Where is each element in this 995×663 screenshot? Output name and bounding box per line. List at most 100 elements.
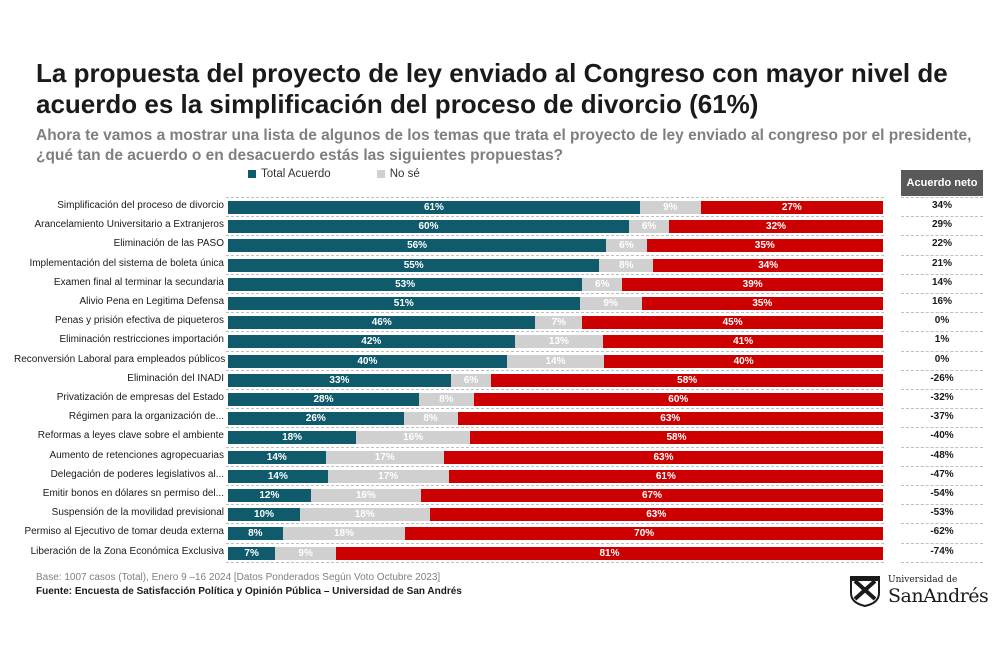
chart-row: Emitir bonos en dólares sn permiso del..… <box>0 485 995 505</box>
bar-value-label: 17% <box>378 470 399 482</box>
category-label: Privatización de empresas del Estado <box>56 392 224 403</box>
category-label: Arancelamiento Universitario a Extranjer… <box>34 219 224 231</box>
bar-segment-no-se: 17% <box>325 450 444 464</box>
bar-value-label: 42% <box>361 336 382 348</box>
bar-value-label: 58% <box>677 374 698 386</box>
stacked-bar: 10% 18% 63% <box>228 508 883 522</box>
stacked-bar: 46% 7% 45% <box>228 316 883 330</box>
bar-segment-no-se: 9% <box>275 546 337 560</box>
bar-segment-no-se: 6% <box>582 277 623 291</box>
category-label: Régimen para la organización de... <box>68 411 224 423</box>
row-divider <box>226 446 884 448</box>
bar-segment-no-se: 8% <box>419 393 474 406</box>
net-row-divider <box>901 523 983 525</box>
bar-segment-desacuerdo: 70% <box>405 527 883 541</box>
net-agreement-header: Acuerdo neto <box>901 170 983 196</box>
bar-value-label: 10% <box>253 509 274 521</box>
net-row-divider <box>901 273 983 275</box>
category-label: Liberación de la Zona Económica Exclusiv… <box>30 545 224 557</box>
row-divider <box>226 542 884 544</box>
net-agreement-value: -26% <box>930 372 954 384</box>
bar-value-label: 9% <box>603 298 618 309</box>
bar-segment-desacuerdo: 61% <box>448 469 883 483</box>
net-row-divider <box>901 542 983 544</box>
chart-row: Reconversión Laboral para empleados públ… <box>0 350 995 371</box>
bar-value-label: 14% <box>545 355 566 367</box>
category-label: Alivio Pena en Legitima Defensa <box>79 296 224 307</box>
category-label: Emitir bonos en dólares sn permiso del..… <box>42 488 224 499</box>
bar-value-label: 9% <box>298 547 313 559</box>
bar-value-label: 55% <box>403 259 424 271</box>
bar-segment-no-se: 9% <box>579 297 642 310</box>
bar-segment-total-acuerdo: 60% <box>228 220 630 234</box>
bar-segment-no-se: 14% <box>506 354 605 368</box>
base-note: Base: 1007 casos (Total), Enero 9 –16 20… <box>36 572 441 583</box>
bar-value-label: 18% <box>333 528 354 540</box>
bar-segment-desacuerdo: 35% <box>646 239 883 253</box>
bar-segment-total-acuerdo: 14% <box>228 469 328 483</box>
bar-segment-no-se: 16% <box>356 431 471 445</box>
net-row-divider <box>901 446 983 448</box>
bar-value-label: 51% <box>393 298 414 309</box>
category-label: Penas y prisión efectiva de piqueteros <box>55 315 224 327</box>
category-label: Delegación de poderes legislativos al... <box>50 468 224 480</box>
bar-segment-total-acuerdo: 56% <box>228 239 607 253</box>
bar-segment-total-acuerdo: 55% <box>228 258 600 272</box>
university-name-line1: Universidad de <box>888 575 958 585</box>
bar-segment-total-acuerdo: 12% <box>228 489 311 502</box>
chart-row: Delegación de poderes legislativos al...… <box>0 465 995 486</box>
net-row-divider <box>901 485 983 486</box>
bar-value-label: 18% <box>282 432 303 444</box>
bar-value-label: 28% <box>313 394 334 405</box>
stacked-bar: 61% 9% 27% <box>228 201 883 214</box>
bar-value-label: 6% <box>595 278 610 290</box>
net-row-divider <box>901 408 983 410</box>
stacked-bar: 26% 8% 63% <box>228 412 883 426</box>
chart-title: La propuesta del proyecto de ley enviado… <box>36 58 948 119</box>
net-agreement-value: -62% <box>930 526 954 538</box>
net-row-divider <box>901 504 983 506</box>
bar-value-label: 17% <box>374 451 395 463</box>
stacked-bar: 14% 17% 63% <box>228 450 883 464</box>
bar-segment-no-se: 7% <box>535 316 583 330</box>
bar-segment-total-acuerdo: 26% <box>228 412 404 426</box>
net-agreement-value: 1% <box>934 334 950 346</box>
bar-segment-total-acuerdo: 40% <box>228 354 507 368</box>
row-divider <box>226 254 884 256</box>
net-row-divider <box>901 293 983 294</box>
stacked-bar: 28% 8% 60% <box>228 393 883 406</box>
bar-value-label: 61% <box>423 202 444 213</box>
net-agreement-value: -47% <box>930 468 954 480</box>
net-row-divider <box>901 389 983 390</box>
bar-segment-total-acuerdo: 7% <box>228 546 276 560</box>
stacked-bar: 12% 16% 67% <box>228 489 883 502</box>
bar-segment-desacuerdo: 63% <box>429 508 883 522</box>
bar-segment-total-acuerdo: 18% <box>228 431 357 445</box>
bar-segment-total-acuerdo: 14% <box>228 450 326 464</box>
bar-segment-desacuerdo: 41% <box>603 335 883 349</box>
row-divider <box>226 312 884 314</box>
bar-segment-desacuerdo: 81% <box>336 546 883 560</box>
chart-subtitle: Ahora te vamos a mostrar una lista de al… <box>36 127 972 164</box>
category-label: Reformas a leyes clave sobre el ambiente <box>37 430 224 442</box>
chart-bottom-divider <box>226 562 884 563</box>
net-agreement-value: -32% <box>930 392 954 403</box>
bar-segment-total-acuerdo: 28% <box>228 393 420 406</box>
stacked-bar: 60% 6% 32% <box>228 220 883 234</box>
net-row-divider <box>901 235 983 237</box>
bar-value-label: 8% <box>439 394 454 405</box>
stacked-bar: 8% 18% 70% <box>228 527 883 541</box>
bar-value-label: 9% <box>663 202 678 213</box>
university-logo: Universidad de SanAndrés <box>848 574 993 608</box>
stacked-bar: 14% 17% 61% <box>228 469 883 483</box>
net-column-bottom-divider <box>901 562 983 563</box>
category-label: Aumento de retenciones agropecuarias <box>49 449 224 461</box>
net-row-divider <box>901 331 983 333</box>
stacked-bar: 18% 16% 58% <box>228 431 883 445</box>
bar-segment-desacuerdo: 67% <box>421 489 883 502</box>
bar-segment-desacuerdo: 58% <box>491 373 883 387</box>
net-agreement-value: -40% <box>930 430 954 442</box>
net-row-divider <box>901 216 983 218</box>
bar-segment-no-se: 13% <box>514 335 604 349</box>
bar-segment-total-acuerdo: 33% <box>228 373 451 387</box>
